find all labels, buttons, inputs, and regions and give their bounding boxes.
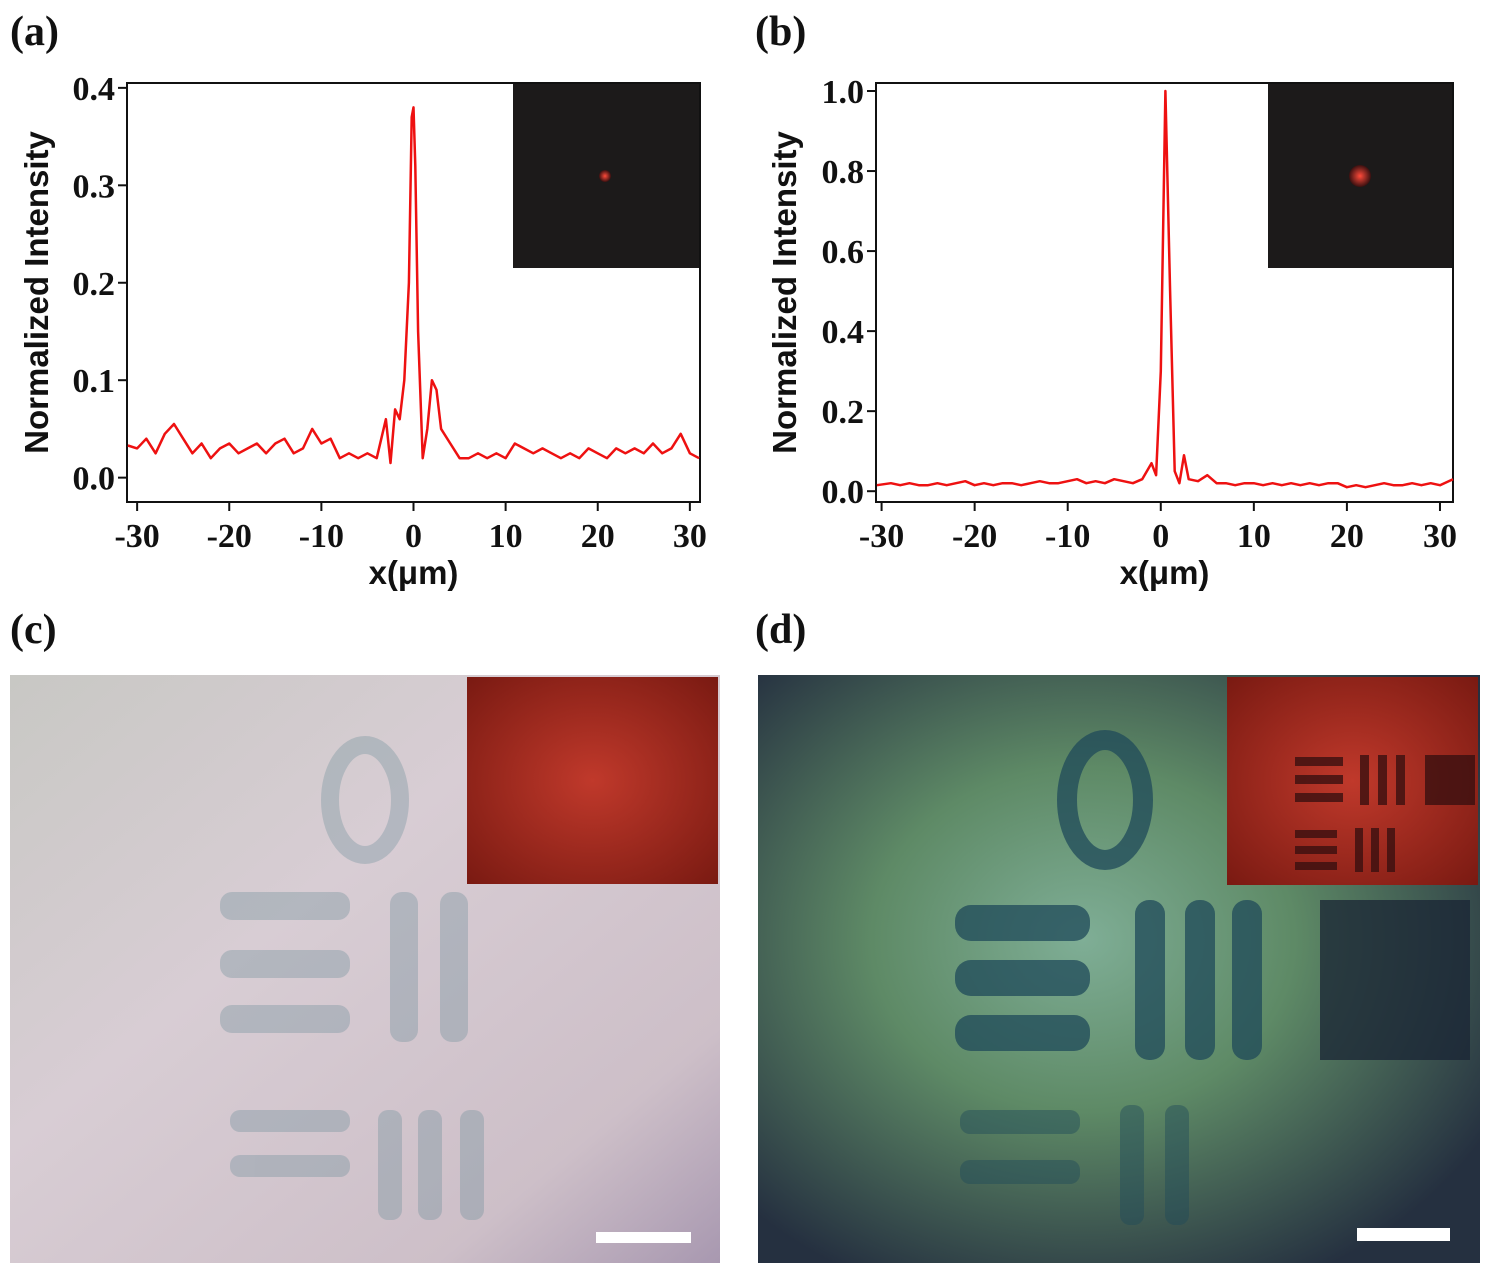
x-tick-label: -10 — [299, 518, 344, 555]
x-axis-label: x(μm) — [1120, 554, 1210, 591]
scale-bar — [1357, 1228, 1450, 1241]
y-tick-label: 0.4 — [822, 314, 865, 351]
data-line — [876, 89, 1454, 489]
x-tick-label: 20 — [1330, 518, 1364, 555]
x-tick-label: -20 — [952, 518, 997, 555]
y-tick-label: 0.0 — [73, 461, 116, 498]
x-axis-label: x(μm) — [369, 554, 459, 591]
y-tick-label: 0.2 — [73, 266, 116, 303]
x-tick-label: -30 — [859, 518, 904, 555]
x-tick-label: -30 — [114, 518, 159, 555]
data-line — [127, 106, 700, 465]
panel-label: (c) — [10, 607, 57, 653]
scale-bar — [596, 1232, 691, 1243]
panel-label: (b) — [755, 9, 806, 55]
y-tick-label: 0.4 — [73, 71, 116, 108]
y-tick-label: 0.1 — [73, 363, 116, 400]
y-axis-label: Normalized Intensity — [18, 130, 55, 453]
inset-spot — [599, 170, 611, 182]
x-tick-label: 10 — [489, 518, 523, 555]
x-tick-label: 30 — [1423, 518, 1457, 555]
x-tick-label: -20 — [207, 518, 252, 555]
x-tick-label: 10 — [1237, 518, 1271, 555]
x-tick-label: 0 — [1152, 518, 1169, 555]
x-tick-label: -10 — [1045, 518, 1090, 555]
inset-image — [1227, 677, 1478, 885]
x-tick-label: 30 — [673, 518, 707, 555]
x-tick-label: 0 — [405, 518, 422, 555]
y-tick-label: 0.0 — [822, 474, 865, 511]
y-tick-label: 0.6 — [822, 234, 865, 271]
target-pattern — [220, 736, 484, 1220]
image-panel — [10, 675, 720, 1263]
y-tick-label: 0.2 — [822, 394, 865, 431]
inset-spot — [1349, 165, 1371, 187]
y-tick-label: 0.3 — [73, 168, 116, 205]
image-panel — [758, 675, 1480, 1263]
target-pattern — [955, 730, 1470, 1225]
y-tick-label: 1.0 — [822, 74, 865, 111]
y-axis-label: Normalized Intensity — [766, 130, 803, 453]
plot-frame — [126, 82, 701, 503]
inset-image — [467, 677, 718, 884]
panel-label: (d) — [755, 607, 806, 653]
panel-label: (a) — [10, 9, 59, 55]
x-tick-label: 20 — [581, 518, 615, 555]
y-tick-label: 0.8 — [822, 154, 865, 191]
plot-frame — [875, 82, 1454, 503]
